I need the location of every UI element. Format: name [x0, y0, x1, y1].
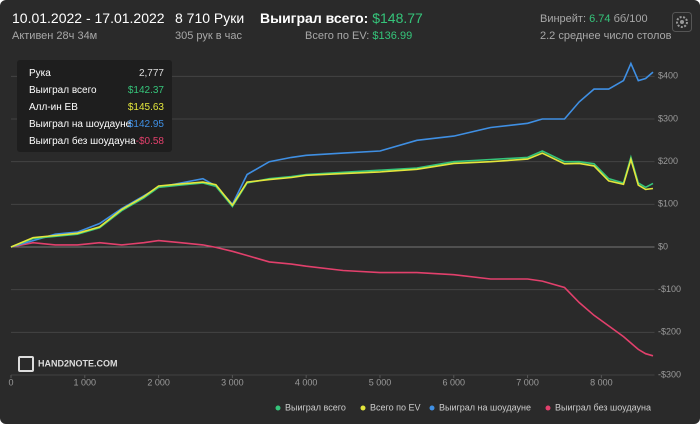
tooltip-row: Выиграл без шоудауна -$0.58 [29, 136, 164, 150]
y-tick-label: -$200 [658, 327, 681, 337]
y-tick-label: $400 [658, 71, 678, 81]
y-tick-label: $200 [658, 156, 678, 166]
unit: бб/100 [613, 13, 648, 25]
legend-swatch [429, 405, 435, 411]
legend-swatch [275, 405, 281, 411]
value: 6.74 [589, 13, 611, 25]
tooltip-row: Выиграл на шоудауне $142.95 [29, 119, 164, 133]
active-time: Активен 28ч 34м [12, 30, 98, 42]
x-tick-label: 1 000 [74, 377, 97, 387]
y-tick-label: -$100 [658, 284, 681, 294]
logo-text: HAND2NOTE.COM [38, 358, 118, 369]
label: Винрейт: [540, 13, 587, 25]
legend-label: Всего по EV [370, 402, 420, 412]
value: $148.77 [372, 10, 423, 26]
settings-button[interactable] [672, 12, 692, 32]
tables: 2.2 среднее число столов [540, 30, 672, 42]
series-line [10, 239, 654, 357]
ev-total: Всего по EV: $136.99 [305, 30, 412, 42]
legend-label: Выиграл без шоудауна [555, 402, 651, 412]
row-value: -$0.58 [135, 136, 164, 147]
series-line [10, 150, 654, 248]
tooltip-row: Алл-ин EB $145.63 [29, 102, 164, 116]
winrate: Винрейт: 6.74 бб/100 [540, 13, 648, 25]
row-value: $145.63 [127, 102, 164, 113]
x-tick-label: 6 000 [443, 377, 466, 387]
logo: HAND2NOTE.COM [18, 356, 118, 372]
legend-swatch [360, 405, 366, 411]
tooltip-row: Выиграл всего $142.37 [29, 85, 164, 99]
label: Всего по EV: [305, 30, 370, 42]
row-value: $142.95 [127, 119, 164, 130]
x-tick-label: 7 000 [516, 377, 539, 387]
row-label: Выиграл на шоудауне [29, 119, 132, 130]
tooltip-row: Рука 2,777 [29, 68, 164, 82]
row-label: Выиграл всего [29, 85, 97, 96]
x-tick-label: 2 000 [147, 377, 170, 387]
y-tick-label: $100 [658, 199, 678, 209]
period: 10.01.2022 - 17.01.2022 [12, 10, 165, 26]
row-label: Выиграл без шоудауна [29, 136, 136, 147]
legend-label: Выиграл всего [285, 402, 346, 412]
legend-swatch [545, 405, 551, 411]
row-value: 2,777 [138, 68, 164, 79]
won-total: Выиграл всего: $148.77 [260, 10, 423, 26]
x-tick-label: 5 000 [369, 377, 392, 387]
legend-label: Выиграл на шоудауне [439, 402, 531, 412]
hands: 8 710 Руки [175, 10, 245, 26]
label: Выиграл всего: [260, 10, 369, 26]
value: $136.99 [372, 30, 413, 42]
row-value: $142.37 [127, 85, 164, 96]
x-tick-label: 3 000 [221, 377, 244, 387]
tooltip: Рука 2,777 Выиграл всего $142.37 Алл-ин EB $1… [17, 60, 172, 152]
y-tick-label: $0 [658, 241, 668, 251]
row-label: Алл-ин EB [29, 102, 78, 113]
x-tick-label: 0 [8, 377, 13, 387]
y-tick-label: $300 [658, 113, 678, 123]
series-line [10, 152, 654, 248]
x-tick-label: 8 000 [590, 377, 613, 387]
x-tick-label: 4 000 [295, 377, 318, 387]
row-label: Рука [29, 68, 51, 79]
y-tick-label: -$300 [658, 369, 681, 379]
hands-rate: 305 рук в час [175, 30, 243, 42]
